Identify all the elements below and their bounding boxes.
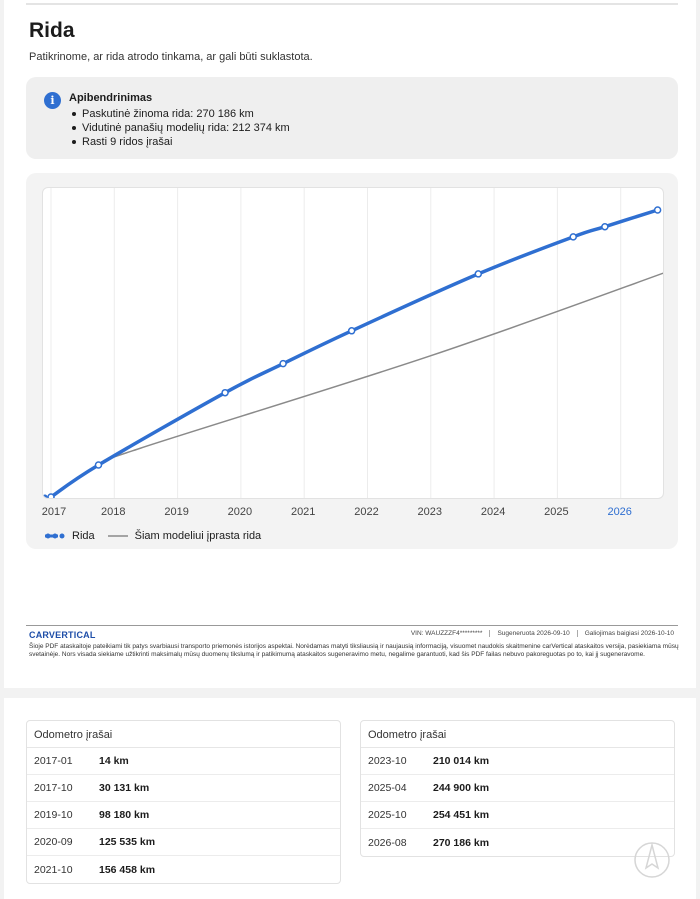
odometer-row: 2017-10 30 131 km <box>27 775 340 802</box>
odometer-date: 2023-10 <box>368 755 407 767</box>
odometer-row: 2021-10 156 458 km <box>27 856 340 883</box>
odometer-records-table: Odometro įrašai 2023-10 210 014 km 2025-0… <box>360 720 675 857</box>
disclaimer-text: Šioje PDF ataskaitoje pateikiami tik pat… <box>29 643 679 658</box>
vin-text: VIN: WAUZZZF4********* <box>410 630 483 637</box>
summary-item: Vidutinė panašių modelių rida: 212 374 k… <box>69 121 290 135</box>
odometer-date: 2025-10 <box>368 809 407 821</box>
data-point[interactable] <box>601 222 609 231</box>
x-tick-label: 2017 <box>41 506 67 518</box>
odometer-date: 2017-10 <box>34 782 73 794</box>
odometer-row: 2026-08 270 186 km <box>361 829 674 856</box>
odometer-table-title: Odometro įrašai <box>27 721 340 748</box>
odometer-date: 2019-10 <box>34 809 73 821</box>
mileage-chart-plot <box>42 187 664 499</box>
odometer-row: 2019-10 98 180 km <box>27 802 340 829</box>
series-line-typical <box>50 272 663 498</box>
odometer-row: 2025-10 254 451 km <box>361 802 674 829</box>
odometer-value: 210 014 km <box>433 755 490 767</box>
odometer-row: 2020-09 125 535 km <box>27 829 340 856</box>
top-divider <box>26 3 678 5</box>
data-point[interactable] <box>347 327 356 335</box>
report-page: Rida Patikrinome, ar rida atrodo tinkama… <box>4 0 696 688</box>
report-meta: VIN: WAUZZZF4********* Sugeneruota 2026-… <box>411 630 674 637</box>
data-point[interactable] <box>47 493 55 499</box>
legend-rida-swatch <box>45 533 65 539</box>
data-point[interactable] <box>569 233 577 241</box>
odometer-row: 2025-04 244 900 km <box>361 775 674 802</box>
x-axis-labels: 2017 2018 2019 2020 2021 2022 2023 2024 2025 2026 <box>26 506 678 520</box>
generated-date: Sugeneruota 2026-09-10 <box>489 630 570 637</box>
odometer-value: 254 451 km <box>433 809 490 821</box>
legend-item-typical: Šiam modeliui įprasta rida <box>107 530 262 542</box>
watermark-logo <box>634 842 670 878</box>
x-tick-label: 2022 <box>354 506 379 518</box>
x-tick-label: 2020 <box>227 506 253 518</box>
x-tick-label: 2024 <box>480 506 506 518</box>
info-icon: i <box>44 92 61 109</box>
odometer-date: 2026-08 <box>368 836 407 849</box>
data-point[interactable] <box>653 206 662 214</box>
data-point[interactable] <box>474 270 483 278</box>
series-line-rida <box>49 208 660 498</box>
x-tick-label: 2019 <box>164 506 189 518</box>
odometer-value: 30 131 km <box>99 782 150 794</box>
chart-legend: Rida Šiam modeliui įprasta rida <box>44 530 265 542</box>
odometer-value: 125 535 km <box>99 836 156 848</box>
odometer-date: 2017-01 <box>34 755 73 767</box>
odometer-date: 2025-04 <box>368 782 407 794</box>
x-tick-label: 2023 <box>417 506 443 518</box>
legend-typical-swatch <box>107 535 128 537</box>
legend-label-rida: Rida <box>72 530 95 542</box>
data-point[interactable] <box>94 461 103 469</box>
odometer-date: 2020-09 <box>34 836 73 848</box>
odometer-table-title: Odometro įrašai <box>361 721 674 748</box>
x-tick-label: 2025 <box>544 506 569 518</box>
valid-until-date: Galiojimas baigiasi 2026-10-10 <box>576 630 674 637</box>
data-point[interactable] <box>221 388 229 397</box>
legend-label-typical: Šiam modeliui įprasta rida <box>134 530 262 542</box>
summary-item: Paskutinė žinoma rida: 270 186 km <box>69 107 290 121</box>
x-tick-label: 2021 <box>290 506 316 518</box>
odometer-row: 2023-10 210 014 km <box>361 748 674 775</box>
page-title: Rida <box>29 19 75 42</box>
odometer-value: 244 900 km <box>433 782 490 794</box>
brand-logo: CARVERTICAL <box>29 630 96 640</box>
footer-divider <box>26 625 678 626</box>
legend-item-rida: Rida <box>44 530 95 542</box>
summary-list: Paskutinė žinoma rida: 270 186 km Viduti… <box>69 107 290 149</box>
odometer-value: 156 458 km <box>99 863 156 876</box>
mileage-chart-card: 2017 2018 2019 2020 2021 2022 2023 2024 2025 2026… <box>26 173 678 549</box>
odometer-value: 270 186 km <box>433 836 490 849</box>
odometer-records-table: Odometro įrašai 2017-01 14 km 2017-10 30 1… <box>26 720 341 884</box>
odometer-value: 14 km <box>99 755 129 767</box>
odometer-date: 2021-10 <box>34 863 73 876</box>
summary-box: i Apibendrinimas Paskutinė žinoma rida: … <box>26 77 678 159</box>
data-point-start <box>43 494 48 498</box>
summary-item: Rasti 9 ridos įrašai <box>69 135 290 149</box>
x-tick-label: 2026 <box>607 506 632 518</box>
report-page-2: Odometro įrašai 2017-01 14 km 2017-10 30 1… <box>4 698 696 899</box>
data-point[interactable] <box>279 359 287 368</box>
summary-title: Apibendrinimas <box>69 92 153 104</box>
odometer-value: 98 180 km <box>99 809 150 821</box>
mileage-chart <box>43 188 663 499</box>
odometer-row: 2017-01 14 km <box>27 748 340 775</box>
x-tick-label: 2018 <box>101 506 126 518</box>
page-subtitle: Patikrinome, ar rida atrodo tinkama, ar … <box>29 51 313 63</box>
